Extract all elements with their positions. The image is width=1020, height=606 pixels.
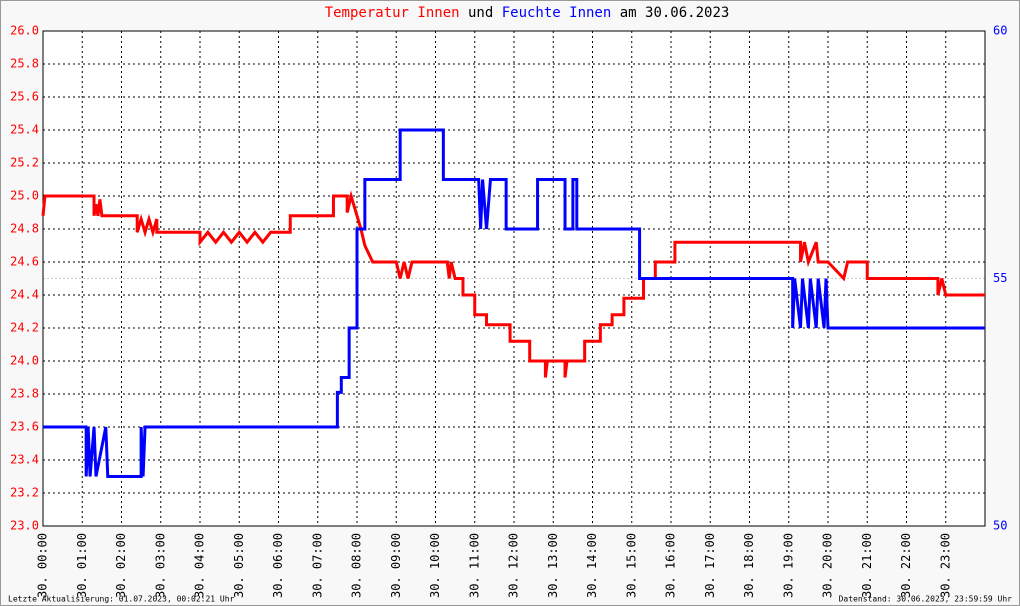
y-tick-label: 25.8 (10, 57, 39, 71)
x-tick-label: 30. 23:00 (938, 533, 952, 598)
x-tick-label: 30. 10:00 (428, 533, 442, 598)
x-tick-label: 30. 16:00 (664, 533, 678, 598)
x-tick-label: 30. 06:00 (271, 533, 285, 598)
y-tick-label: 24.6 (10, 255, 39, 269)
x-tick-label: 30. 11:00 (467, 533, 481, 598)
footer-left: Letzte Aktualisierung: 01.07.2023, 00:02… (8, 595, 235, 604)
x-tick-label: 30. 04:00 (193, 533, 207, 598)
x-tick-label: 30. 22:00 (899, 533, 913, 598)
y-tick-label: 23.0 (10, 519, 39, 533)
x-tick-label: 30. 15:00 (624, 533, 638, 598)
x-tick-label: 30. 07:00 (310, 533, 324, 598)
series-line (41, 190, 985, 378)
y-tick-label: 25.0 (10, 189, 39, 203)
x-tick-label: 30. 18:00 (742, 533, 756, 598)
x-tick-label: 30. 01:00 (75, 533, 89, 598)
y-tick-label: 24.8 (10, 222, 39, 236)
footer-right: Datenstand: 30.06.2023, 23:59:59 Uhr (839, 595, 1013, 604)
y-tick-label: 23.4 (10, 453, 39, 467)
y-tick-label: 24.0 (10, 354, 39, 368)
x-tick-label: 30. 03:00 (153, 533, 167, 598)
x-tick-label: 30. 12:00 (507, 533, 521, 598)
title-series-1: Temperatur Innen (325, 5, 460, 21)
x-tick-label: 30. 20:00 (821, 533, 835, 598)
x-tick-label: 30. 14:00 (585, 533, 599, 598)
title-part: und (468, 5, 493, 21)
y-tick-label: 24.4 (10, 288, 39, 302)
series-line (43, 128, 985, 478)
y2-tick-label: 55 (993, 271, 1007, 285)
y-tick-label: 24.2 (10, 321, 39, 335)
y-tick-label: 25.2 (10, 156, 39, 170)
y-tick-label: 26.0 (10, 24, 39, 38)
x-tick-label: 30. 17:00 (703, 533, 717, 598)
x-tick-label: 30. 13:00 (546, 533, 560, 598)
y-tick-label: 25.6 (10, 90, 39, 104)
x-tick-label: 30. 00:00 (36, 533, 50, 598)
chart-title: Temperatur Innen und Feuchte Innen am 30… (325, 5, 730, 21)
y-tick-label: 23.2 (10, 486, 39, 500)
x-tick-label: 30. 19:00 (781, 533, 795, 598)
x-tick-label: 30. 21:00 (860, 533, 874, 598)
y-tick-label: 23.6 (10, 420, 39, 434)
x-tick-label: 30. 08:00 (350, 533, 364, 598)
x-tick-label: 30. 09:00 (389, 533, 403, 598)
y2-tick-label: 60 (993, 24, 1007, 38)
y2-tick-label: 50 (993, 519, 1007, 533)
title-series-2: Feuchte Innen (502, 5, 612, 21)
title-part: am 30.06.2023 (620, 5, 730, 21)
y-tick-label: 23.8 (10, 387, 39, 401)
x-tick-label: 30. 05:00 (232, 533, 246, 598)
y-tick-label: 25.4 (10, 123, 39, 137)
plot-frame (42, 30, 986, 527)
x-tick-label: 30. 02:00 (114, 533, 128, 598)
